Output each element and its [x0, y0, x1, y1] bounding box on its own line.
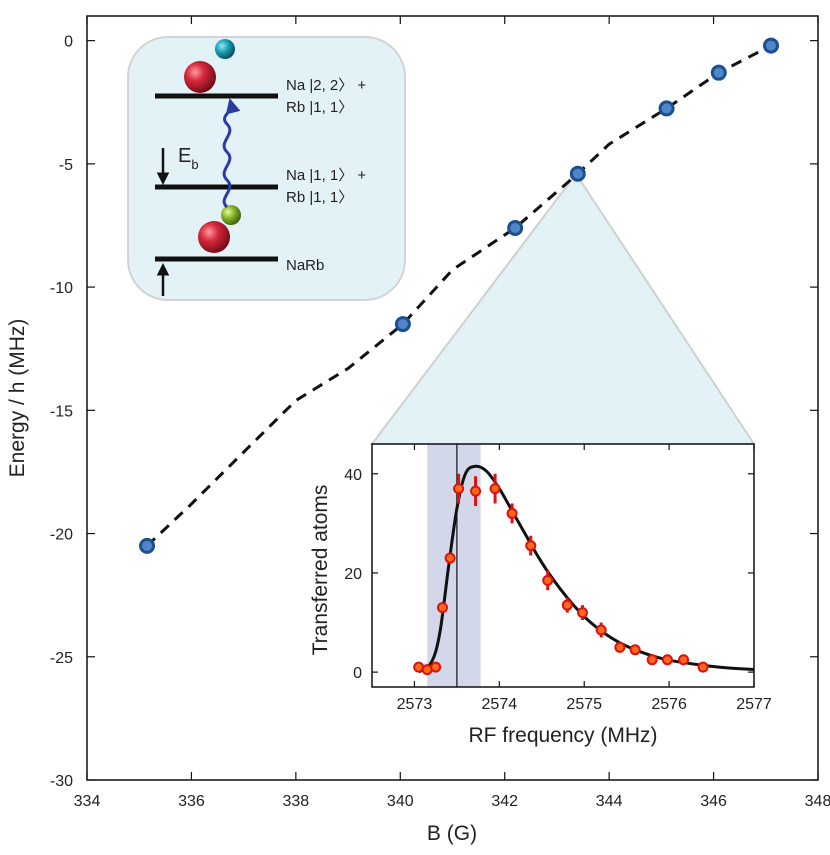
main-y-tick-label: -15 [50, 403, 73, 420]
main-data-points [139, 37, 780, 554]
inset-plot-frame [371, 443, 755, 688]
main-y-tick-label: -30 [50, 773, 73, 790]
main-y-tick-label: -5 [59, 157, 73, 174]
level-diagram: Eb Na |2, 2〉 + Rb |1, 1〉 Na |1, 1〉 + Rb … [127, 36, 406, 301]
main-tick-labels: 334 336 338 340 342 344 346 348 0 -5 -10 -15 -20 -25 -… [50, 34, 830, 810]
main-x-tick-label: 344 [596, 793, 623, 810]
main-x-tick-label: 338 [283, 793, 310, 810]
inset-tick-labels: 2573 2574 2575 2576 2577 0 20 40 [344, 467, 772, 713]
zoom-triangle [369, 172, 756, 445]
inset-data-point [489, 483, 501, 495]
inset-data-point [697, 661, 709, 673]
main-data-point [658, 100, 675, 117]
level-label-upper-line1: Na |2, 2〉 + [286, 77, 366, 94]
main-data-point [394, 316, 411, 333]
level-label-middle-line1: Na |1, 1〉 + [286, 167, 366, 184]
inset-data-point [614, 641, 626, 653]
inset-data-point [595, 624, 607, 636]
inset-data-point [561, 599, 573, 611]
spectrum-inset: 2573 2574 2575 2576 2577 0 20 40 RF frequency (… [309, 443, 772, 747]
level-label-lower: NaRb [286, 257, 324, 274]
rf-transition-arrow [222, 98, 241, 209]
inset-data-point [542, 574, 554, 586]
na-atom-upper [215, 39, 235, 59]
main-x-tick-label: 334 [74, 793, 101, 810]
inset-x-tick-label: 2576 [651, 696, 687, 713]
inset-x-tick-label: 2573 [397, 696, 433, 713]
inset-x-tick-label: 2575 [566, 696, 602, 713]
main-y-axis-label: Energy / h (MHz) [6, 319, 29, 478]
inset-axis-ticks [372, 444, 755, 687]
main-data-point [763, 37, 780, 54]
main-x-axis-label: B (G) [427, 822, 477, 845]
main-x-tick-label: 340 [387, 793, 414, 810]
main-x-tick-label: 348 [805, 793, 830, 810]
main-y-tick-label: -10 [50, 280, 73, 297]
main-data-point [507, 219, 524, 236]
na-atom-lower [221, 205, 241, 225]
inset-data-point [453, 483, 465, 495]
inset-data-point [661, 654, 673, 666]
inset-data-point [646, 654, 658, 666]
inset-data-point [678, 654, 690, 666]
inset-y-tick-label: 0 [353, 665, 362, 682]
inset-data-point [629, 644, 641, 656]
main-x-tick-label: 346 [700, 793, 727, 810]
inset-data-point [525, 540, 537, 552]
level-label-middle-line2: Rb |1, 1〉 [286, 189, 353, 206]
inset-data-point [577, 607, 589, 619]
inset-data-points [413, 473, 709, 676]
inset-y-axis-label: Transferred atoms [309, 485, 332, 656]
inset-data-point [506, 507, 518, 519]
main-y-tick-label: -25 [50, 650, 73, 667]
binding-energy-label: Eb [178, 145, 199, 172]
level-diagram-panel [127, 36, 406, 301]
main-axis-ticks [86, 16, 819, 781]
inset-data-point [470, 485, 482, 497]
main-data-point [569, 165, 586, 182]
main-x-tick-label: 336 [178, 793, 205, 810]
inset-data-point [444, 552, 456, 564]
main-fit-line [145, 44, 772, 547]
inset-y-tick-label: 20 [344, 566, 362, 583]
inset-data-point [436, 602, 448, 614]
inset-x-tick-label: 2577 [736, 696, 772, 713]
inset-y-tick-label: 40 [344, 467, 362, 484]
inset-data-point [430, 661, 442, 673]
main-y-tick-label: 0 [64, 34, 73, 51]
rb-atom-lower [198, 221, 230, 253]
main-y-tick-label: -20 [50, 527, 73, 544]
inset-x-axis-label: RF frequency (MHz) [468, 724, 657, 747]
main-x-tick-label: 342 [491, 793, 518, 810]
level-label-upper-line2: Rb |1, 1〉 [286, 99, 353, 116]
main-plot-frame [86, 15, 819, 781]
main-data-point [710, 64, 727, 81]
rb-atom-upper [184, 61, 216, 93]
main-data-point [139, 537, 156, 554]
inset-x-tick-label: 2574 [482, 696, 518, 713]
